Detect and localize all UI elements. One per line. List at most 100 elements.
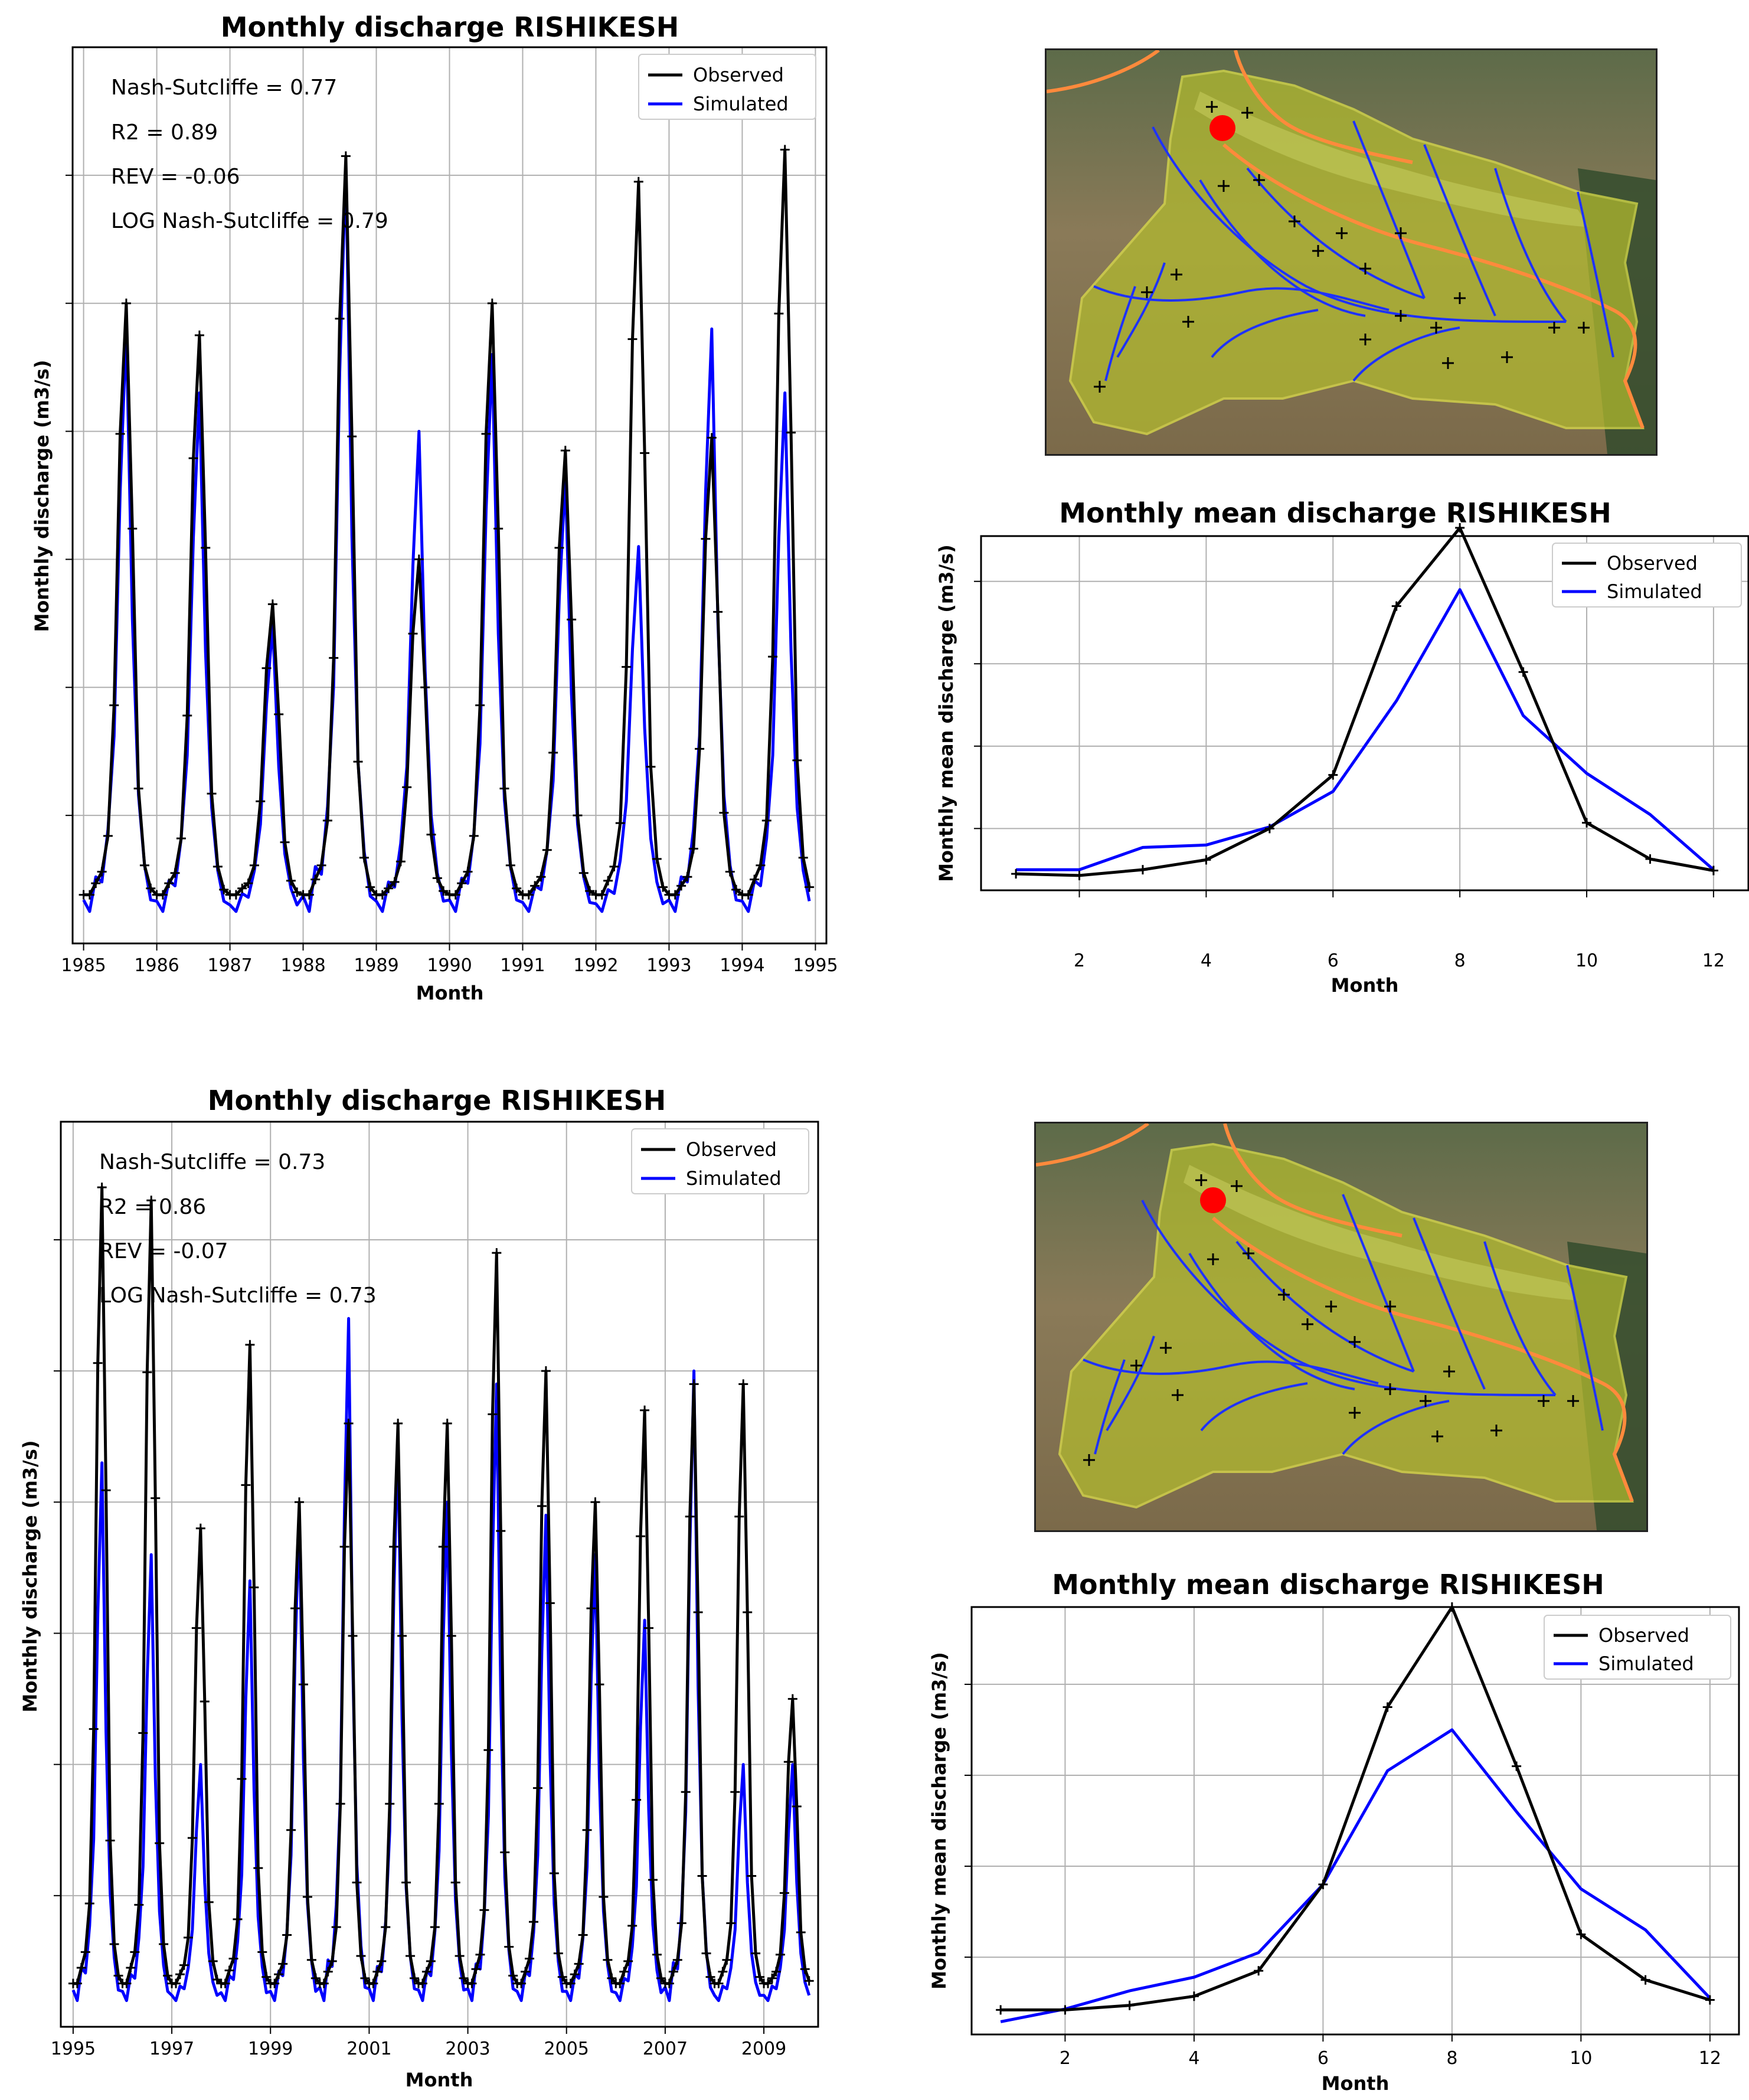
observed-point (105, 1836, 115, 1846)
observed-point (84, 890, 94, 900)
observed-point (228, 1954, 238, 1964)
plot-frame (71, 46, 828, 945)
x-tick-label: 1993 (646, 955, 691, 976)
observed-point (1124, 2000, 1135, 2010)
observed-point (714, 1978, 724, 1988)
observed-point (623, 1956, 633, 1966)
observed-point (91, 878, 101, 889)
observed-point (640, 1405, 650, 1415)
observed-point (609, 861, 619, 871)
observed-point (384, 883, 394, 893)
observed-point (1582, 818, 1592, 828)
observed-point (319, 1978, 329, 1988)
observed-point (707, 433, 717, 443)
observed-point (475, 1949, 485, 1959)
observed-point (455, 1951, 465, 1961)
climatology-panel-2: Monthly mean discharge RISHIKESH 2 4 6 8 10 1… (897, 1559, 1749, 2098)
observed-point (302, 1892, 312, 1902)
observed-point (537, 1501, 547, 1511)
metrics-box: Nash-Sutcliffe = 0.77 R2 = 0.89 REV = -0… (111, 76, 388, 233)
observed-point (800, 1964, 810, 1974)
observed-point (688, 844, 698, 854)
observed-point (457, 878, 467, 889)
observed-point (103, 831, 113, 841)
observed-point (726, 1918, 736, 1928)
observed-point (89, 1724, 99, 1734)
observed-point (775, 1949, 785, 1959)
observed-point (768, 652, 778, 662)
basin-map-2 (1034, 1122, 1648, 1532)
observed-point (693, 1607, 703, 1617)
observed-point (585, 886, 595, 896)
legend-simulated-label: Simulated (1598, 1652, 1694, 1675)
observed-point (1455, 523, 1465, 533)
observed-point (365, 882, 375, 892)
observed-point (372, 1967, 383, 1977)
series-group (68, 1183, 814, 2003)
observed-point (1705, 1995, 1715, 2005)
observed-point (253, 1863, 263, 1873)
x-tick-label: 6 (1328, 951, 1339, 971)
metric-log-nash-sutcliffe: LOG Nash-Sutcliffe = 0.79 (111, 209, 388, 233)
observed-point (512, 883, 522, 893)
x-axis-label: Month (406, 2069, 473, 2091)
observed-point (335, 1799, 345, 1809)
observed-point (385, 1799, 395, 1809)
observed-point (401, 1877, 411, 1887)
observed-point (640, 448, 650, 458)
observed-point (504, 1942, 514, 1952)
x-tick-label: 2003 (445, 2039, 490, 2059)
observed-point (220, 1978, 230, 1988)
observed-point (261, 1972, 272, 1982)
observed-point (434, 1799, 444, 1809)
observed-point (615, 1978, 625, 1988)
tick-group: 2 4 6 8 10 12 (974, 580, 1725, 971)
observed-point (549, 1869, 559, 1879)
observed-point (676, 881, 686, 891)
legend-observed-label: Observed (1598, 1624, 1689, 1647)
observed-point (738, 1379, 748, 1389)
observed-point (1254, 1966, 1264, 1976)
observed-point (627, 334, 638, 344)
observed-point (290, 1603, 300, 1614)
legend: Observed Simulated (1544, 1615, 1731, 1680)
observed-point (339, 1541, 349, 1552)
observed-point (560, 446, 570, 456)
x-tick-label: 1987 (207, 955, 252, 976)
observed-point (341, 151, 351, 161)
chart-title: Monthly discharge RISHIKESH (221, 11, 679, 43)
observed-point (496, 1526, 506, 1536)
observed-point (432, 873, 442, 883)
observed-point (402, 782, 412, 792)
observed-point (1512, 1761, 1522, 1771)
observed-point (668, 1967, 678, 1977)
observed-point (146, 883, 156, 893)
x-tick-label: 1990 (427, 955, 472, 976)
observed-point (1328, 770, 1338, 780)
observed-point (755, 1972, 765, 1982)
legend-frame (631, 1128, 809, 1194)
observed-point (389, 1541, 399, 1552)
observed-point (682, 872, 692, 882)
observed-point (578, 1930, 588, 1940)
y-axis-label: Monthly mean discharge (m3/s) (935, 544, 957, 882)
observed-point (84, 1899, 94, 1909)
rivers (1083, 1194, 1604, 1455)
observed-point (97, 1183, 107, 1193)
x-tick-label: 1995 (51, 2039, 96, 2059)
station-marker (1209, 115, 1235, 141)
observed-point (163, 1971, 173, 1981)
observed-point (359, 853, 369, 863)
observed-point (191, 1623, 201, 1633)
basin-map-1-svg (1047, 50, 1656, 454)
observed-point (664, 1978, 674, 1988)
observed-point (786, 427, 796, 437)
observed-point (701, 534, 711, 544)
observed-point (298, 1680, 308, 1690)
observed-point (648, 1875, 658, 1885)
legend: Observed Simulated (1552, 543, 1742, 608)
observed-point (176, 834, 186, 844)
observed-point (483, 1745, 493, 1755)
observed-point (636, 1531, 646, 1541)
observed-point (344, 1419, 354, 1428)
